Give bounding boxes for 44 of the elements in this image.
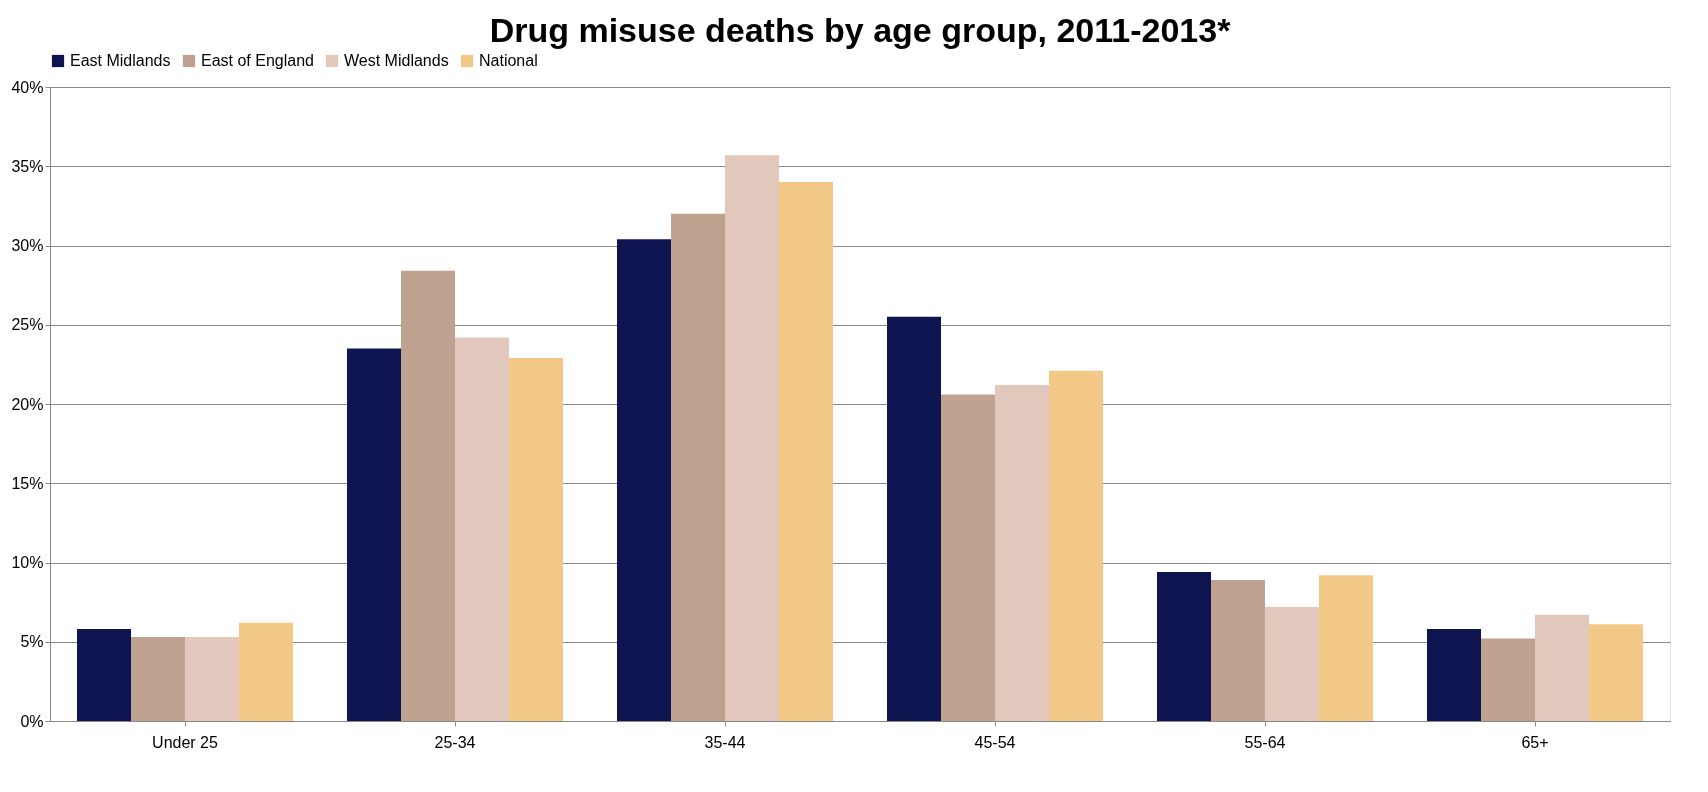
bar [995, 384, 1049, 721]
bar [671, 213, 725, 721]
x-tick-label: 65+ [1521, 733, 1549, 751]
y-tick-label: 20% [11, 395, 44, 413]
bar [725, 155, 779, 721]
bar [347, 348, 401, 721]
bar [401, 270, 455, 721]
x-tick-label: 25-34 [434, 733, 476, 751]
x-tick-label: 35-44 [704, 733, 746, 751]
bar [1265, 606, 1319, 721]
bar [1049, 370, 1103, 721]
bar [1535, 614, 1589, 721]
y-tick-label: 5% [20, 633, 44, 651]
bar [509, 358, 563, 721]
x-tick-label: 55-64 [1244, 733, 1286, 751]
x-tick-label: 45-54 [974, 733, 1016, 751]
legend-label: East of England [201, 52, 314, 69]
y-tick-label: 25% [11, 316, 44, 334]
y-tick-label: 0% [20, 712, 44, 730]
bar [1589, 624, 1643, 721]
bar [1427, 629, 1481, 721]
bar [887, 316, 941, 721]
legend-label: East Midlands [70, 52, 171, 69]
y-tick-label: 40% [11, 78, 44, 96]
x-tick-label: Under 25 [152, 733, 219, 751]
bar [77, 629, 131, 721]
bar [185, 637, 239, 721]
bar [617, 239, 671, 721]
y-tick-label: 15% [11, 474, 44, 492]
bar [1319, 575, 1373, 721]
y-tick-label: 35% [11, 157, 44, 175]
bar [779, 182, 833, 721]
bar [455, 337, 509, 721]
bar [1211, 579, 1265, 721]
legend-label: National [479, 52, 538, 69]
bar [1157, 572, 1211, 721]
legend-label: West Midlands [344, 52, 449, 69]
bar [1481, 638, 1535, 721]
bar [941, 394, 995, 721]
y-tick-label: 10% [11, 554, 44, 571]
bar [131, 637, 185, 721]
chart-title: Drug misuse deaths by age group, 2011-2013* [489, 11, 1232, 49]
y-tick-label: 30% [11, 237, 44, 254]
bar [239, 622, 293, 721]
